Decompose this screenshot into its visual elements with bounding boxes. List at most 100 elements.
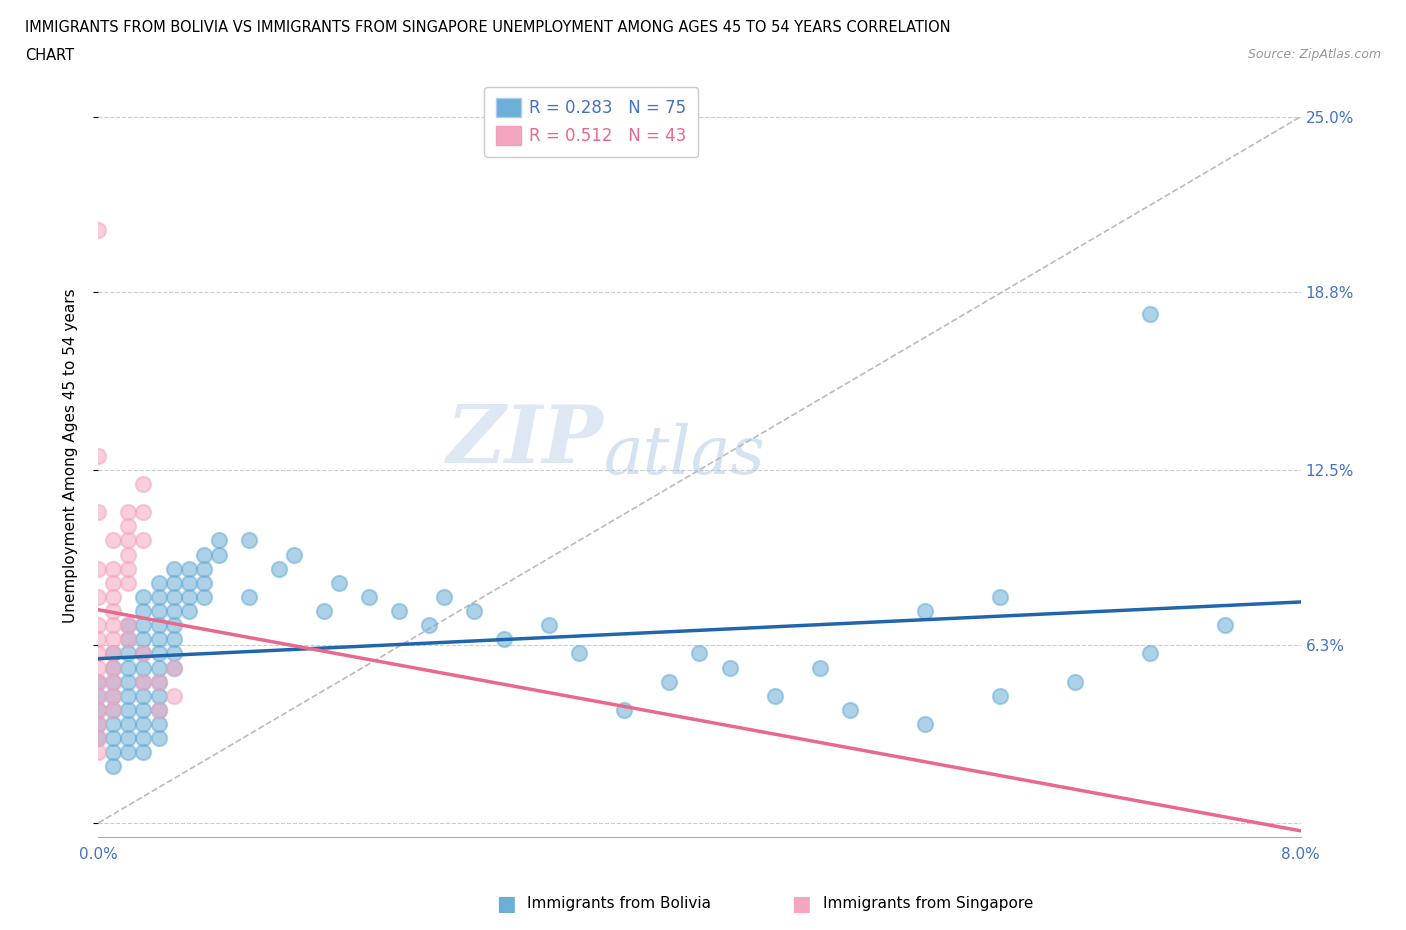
Point xyxy=(87,674,110,689)
Point xyxy=(494,631,516,646)
Point xyxy=(132,731,155,746)
Point xyxy=(103,660,125,675)
Point xyxy=(763,688,786,703)
Point xyxy=(132,646,155,661)
Point xyxy=(148,674,170,689)
Point xyxy=(117,618,139,632)
Point xyxy=(117,547,139,562)
Point xyxy=(87,222,110,237)
Point xyxy=(148,631,170,646)
Point xyxy=(433,590,456,604)
Point xyxy=(87,702,110,717)
Point xyxy=(193,576,215,591)
Point xyxy=(357,590,380,604)
Point xyxy=(177,561,200,576)
Point xyxy=(177,590,200,604)
Point xyxy=(117,688,139,703)
Point xyxy=(117,717,139,732)
Point xyxy=(132,660,155,675)
Y-axis label: Unemployment Among Ages 45 to 54 years: Unemployment Among Ages 45 to 54 years xyxy=(63,288,77,623)
Point xyxy=(132,590,155,604)
Point xyxy=(103,604,125,618)
Point xyxy=(87,660,110,675)
Point xyxy=(87,590,110,604)
Point xyxy=(1139,307,1161,322)
Point xyxy=(132,604,155,618)
Point xyxy=(87,618,110,632)
Point xyxy=(162,646,184,661)
Point xyxy=(238,533,260,548)
Point xyxy=(103,561,125,576)
Point xyxy=(148,702,170,717)
Point xyxy=(162,618,184,632)
Point xyxy=(148,688,170,703)
Point xyxy=(132,505,155,520)
Point xyxy=(312,604,335,618)
Point xyxy=(103,731,125,746)
Point xyxy=(162,631,184,646)
Point xyxy=(103,759,125,774)
Point xyxy=(87,561,110,576)
Point xyxy=(238,590,260,604)
Point xyxy=(132,717,155,732)
Point xyxy=(1064,674,1087,689)
Point xyxy=(103,631,125,646)
Point xyxy=(103,646,125,661)
Point xyxy=(87,646,110,661)
Point xyxy=(87,717,110,732)
Point xyxy=(87,702,110,717)
Point xyxy=(808,660,831,675)
Text: Immigrants from Singapore: Immigrants from Singapore xyxy=(823,897,1033,911)
Point xyxy=(193,547,215,562)
Point xyxy=(103,590,125,604)
Point xyxy=(117,646,139,661)
Point xyxy=(132,674,155,689)
Point xyxy=(132,674,155,689)
Point xyxy=(87,631,110,646)
Point xyxy=(87,745,110,760)
Point xyxy=(988,688,1011,703)
Point xyxy=(162,604,184,618)
Point xyxy=(177,604,200,618)
Point xyxy=(162,576,184,591)
Point xyxy=(132,476,155,491)
Point xyxy=(117,576,139,591)
Point xyxy=(103,688,125,703)
Point xyxy=(148,604,170,618)
Point xyxy=(132,533,155,548)
Point xyxy=(148,576,170,591)
Point xyxy=(103,717,125,732)
Point xyxy=(117,731,139,746)
Text: ZIP: ZIP xyxy=(447,402,603,479)
Point xyxy=(87,731,110,746)
Point xyxy=(103,533,125,548)
Text: ■: ■ xyxy=(496,894,516,914)
Point xyxy=(208,547,231,562)
Point xyxy=(162,660,184,675)
Point xyxy=(87,674,110,689)
Text: CHART: CHART xyxy=(25,48,75,63)
Point xyxy=(132,688,155,703)
Point xyxy=(132,631,155,646)
Point xyxy=(1215,618,1237,632)
Point xyxy=(117,660,139,675)
Point xyxy=(162,561,184,576)
Point xyxy=(148,702,170,717)
Text: atlas: atlas xyxy=(603,423,765,488)
Point xyxy=(103,702,125,717)
Point xyxy=(914,604,936,618)
Point xyxy=(988,590,1011,604)
Text: Source: ZipAtlas.com: Source: ZipAtlas.com xyxy=(1247,48,1381,61)
Point xyxy=(103,674,125,689)
Point xyxy=(117,519,139,534)
Point xyxy=(103,688,125,703)
Point xyxy=(388,604,411,618)
Point xyxy=(718,660,741,675)
Point xyxy=(87,688,110,703)
Point xyxy=(132,745,155,760)
Point xyxy=(568,646,591,661)
Text: IMMIGRANTS FROM BOLIVIA VS IMMIGRANTS FROM SINGAPORE UNEMPLOYMENT AMONG AGES 45 : IMMIGRANTS FROM BOLIVIA VS IMMIGRANTS FR… xyxy=(25,20,950,35)
Point xyxy=(87,448,110,463)
Point xyxy=(117,631,139,646)
Point xyxy=(117,702,139,717)
